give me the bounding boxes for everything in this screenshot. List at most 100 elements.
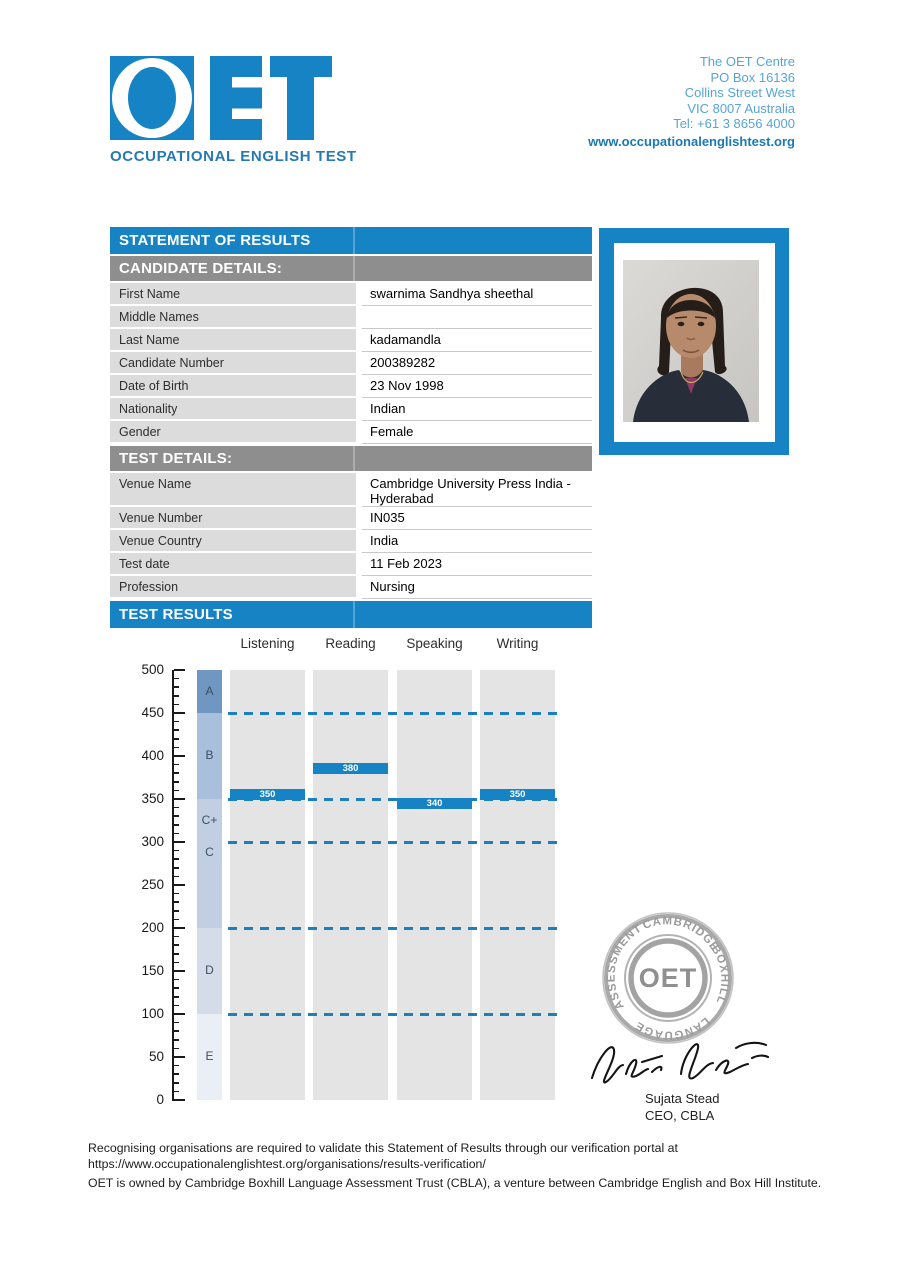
y-axis-tick-label: 300 [141, 834, 164, 849]
y-axis-minor-tick [173, 1039, 180, 1041]
oet-logo-icon [110, 56, 332, 140]
grade-band-label: C [205, 845, 214, 860]
y-axis-minor-tick [173, 935, 180, 938]
grade-band-label: A [205, 683, 214, 698]
y-axis-tick-label: 50 [148, 1049, 164, 1064]
signatory-title: CEO, CBLA [645, 1108, 715, 1123]
field-value: Cambridge University Press India - Hyder… [362, 473, 592, 507]
field-value [362, 306, 592, 329]
address-line: PO Box 16136 [710, 69, 795, 85]
y-axis-tick-label: 200 [141, 920, 164, 935]
grade-band-c [197, 842, 222, 928]
y-axis-minor-tick [173, 772, 180, 774]
y-axis-minor-tick [173, 686, 180, 688]
y-axis-minor-tick [173, 1090, 180, 1093]
table-row: Venue Name Cambridge University Press Ind… [110, 473, 592, 507]
field-label: Candidate Number [110, 352, 356, 375]
grade-boundary-line [228, 1012, 560, 1016]
y-axis-minor-tick [173, 815, 180, 817]
candidate-photo [623, 260, 759, 422]
grade-boundary-line [228, 711, 560, 715]
candidate-details-table: First Name swarnima Sandhya sheethal Midd… [110, 283, 592, 444]
y-axis-line [172, 670, 174, 1101]
address-line: VIC 8007 Australia [687, 100, 795, 116]
table-row: Candidate Number 200389282 [110, 352, 592, 375]
field-label: Test date [110, 553, 356, 576]
table-row: Test date 11 Feb 2023 [110, 553, 592, 576]
score-bar-speaking: 340 [397, 797, 472, 809]
y-axis-minor-tick [173, 978, 180, 981]
y-axis-minor-tick [173, 1064, 180, 1067]
y-axis-minor-tick [173, 996, 180, 998]
seal-word-cambridge: CAMBRIDGE [641, 915, 720, 954]
table-row: Gender Female [110, 421, 592, 444]
score-bar-listening: 350 [230, 789, 305, 800]
address-line: Collins Street West [684, 85, 795, 100]
y-axis-major-tick [173, 1013, 185, 1015]
score-column-reading [313, 670, 388, 1100]
grade-band-label: C+ [201, 812, 218, 827]
field-value: India [362, 530, 592, 553]
y-axis-tick-label: 500 [141, 662, 164, 677]
field-value: swarnima Sandhya sheethal [362, 283, 592, 306]
y-axis-minor-tick [173, 824, 180, 826]
grade-band-label: E [205, 1049, 214, 1063]
field-label: Middle Names [110, 306, 356, 329]
candidate-photo-frame [599, 228, 789, 455]
y-axis-minor-tick [173, 1082, 180, 1084]
y-axis-tick-label: 100 [141, 1006, 164, 1021]
score-column-listening [230, 670, 305, 1100]
field-value: kadamandla [362, 329, 592, 352]
verification-url[interactable]: https://www.occupationalenglishtest.org/… [88, 1157, 486, 1171]
y-axis-minor-tick [173, 1004, 180, 1007]
oet-logo: OCCUPATIONAL ENGLISH TEST [110, 56, 356, 165]
y-axis-tick-label: 250 [141, 877, 164, 892]
y-axis-minor-tick [173, 738, 180, 740]
y-axis-minor-tick [173, 892, 180, 895]
signatory-name: Sujata Stead [645, 1091, 720, 1106]
y-axis-major-tick [173, 927, 185, 929]
y-axis-tick-label: 350 [141, 791, 164, 806]
y-axis-major-tick [173, 712, 185, 714]
y-axis-minor-tick [173, 849, 180, 852]
ownership-note: OET is owned by Cambridge Boxhill Langua… [88, 1176, 822, 1190]
chart-column-header: Speaking [406, 636, 463, 651]
candidate-details-header: CANDIDATE DETAILS: [110, 256, 592, 281]
field-value: 11 Feb 2023 [362, 553, 592, 576]
chart-column-header: Writing [496, 636, 539, 651]
test-results-chart: 0 50 100 150 200 250 300 350 400 450 500 A B C+ C D E 350… [130, 636, 590, 1108]
field-value: 200389282 [362, 352, 592, 375]
y-axis-minor-tick [173, 910, 180, 912]
candidate-photo-mat [614, 243, 775, 442]
y-axis-major-tick [173, 755, 185, 757]
grade-band-label: D [205, 963, 214, 977]
field-label: Last Name [110, 329, 356, 352]
field-value: 23 Nov 1998 [362, 375, 592, 398]
results-document: STATEMENT OF RESULTS CANDIDATE DETAILS: … [110, 227, 592, 628]
table-row: Last Name kadamandla [110, 329, 592, 352]
y-axis-minor-tick [173, 763, 180, 766]
seal-center-text: OET [639, 963, 698, 993]
table-row: Venue Number IN035 [110, 507, 592, 530]
y-axis-minor-tick [173, 832, 180, 835]
y-axis-major-tick [173, 1056, 185, 1058]
y-axis-major-tick [173, 669, 185, 671]
y-axis-minor-tick [173, 1021, 180, 1024]
website-link[interactable]: www.occupationalenglishtest.org [588, 133, 795, 149]
chart-column-header: Listening [240, 636, 295, 651]
y-axis-minor-tick [173, 867, 180, 869]
verification-text: Recognising organisations are required t… [88, 1141, 678, 1155]
y-axis-minor-tick [173, 720, 180, 723]
y-axis-minor-tick [173, 781, 180, 783]
verification-note: Recognising organisations are required t… [88, 1140, 848, 1172]
grade-band-label: B [205, 748, 214, 762]
grade-boundary-line [228, 926, 560, 930]
y-axis-minor-tick [173, 953, 180, 955]
y-axis-major-tick [173, 798, 185, 800]
oet-centre-address: The OET Centre PO Box 16136 Collins Stre… [588, 54, 795, 149]
score-bar-reading: 380 [313, 763, 388, 775]
ceo-signature [590, 1041, 770, 1084]
field-label: First Name [110, 283, 356, 306]
y-axis-minor-tick [173, 1047, 180, 1050]
